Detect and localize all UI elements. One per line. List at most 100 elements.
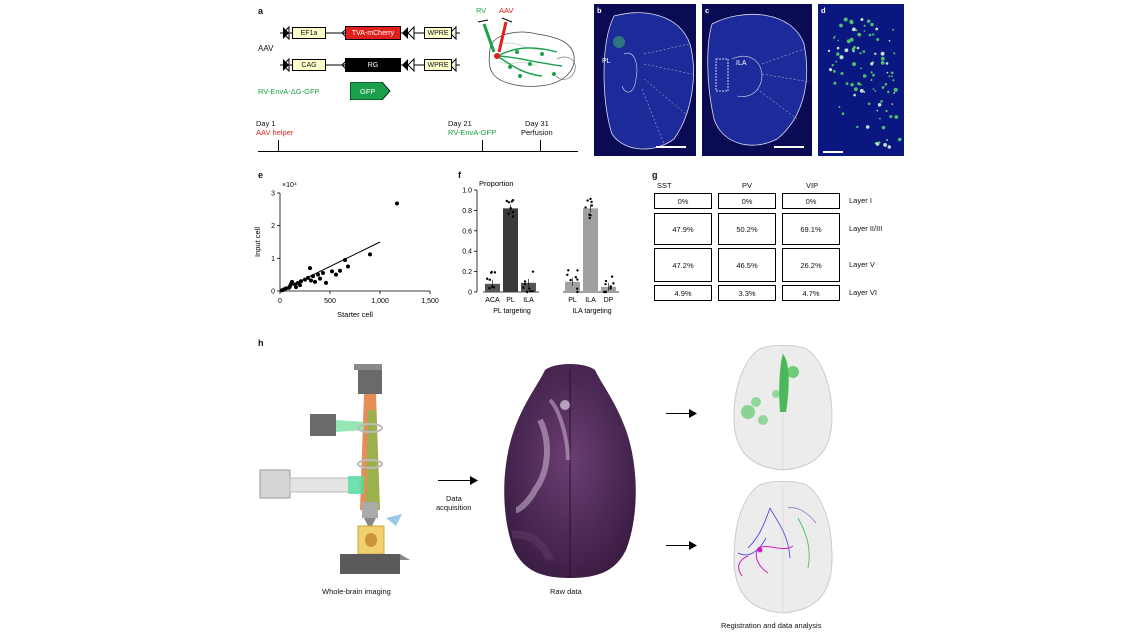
y-tick-label: 0.6 [462, 228, 472, 235]
labelled-cell-dot [839, 23, 843, 28]
labelled-cell-dot [853, 93, 856, 97]
labelled-cell-dot [885, 62, 889, 65]
scatter-point [395, 201, 399, 206]
labelled-cell-dot [833, 70, 836, 73]
sample-dot [567, 269, 570, 272]
sample-dot [492, 286, 496, 289]
labelled-cell-dot [859, 52, 862, 55]
scatter-point [298, 283, 302, 288]
labelled-cell-dot [856, 125, 859, 129]
scatter-point [284, 286, 288, 291]
labelled-cell-dot [891, 103, 894, 105]
panel-b-region: PL [602, 58, 611, 65]
labelled-cell-dot [849, 37, 854, 42]
labelled-cell-dot [877, 103, 882, 107]
sample-dot [493, 271, 497, 274]
labelled-cell-dot [854, 87, 858, 92]
x-tick-label: 1,000 [371, 298, 389, 305]
y-axis-label: Input cell [253, 227, 262, 257]
sample-dot [586, 199, 589, 202]
y-tick-label: 0.4 [462, 249, 472, 256]
labelled-cell-dot [892, 28, 895, 31]
panel-e-label: e [258, 170, 264, 180]
labelled-cell-dot [892, 79, 895, 82]
labelled-cell-dot [870, 79, 873, 81]
x-tick-label: 0 [278, 298, 282, 305]
x-tick-label: 500 [324, 298, 336, 305]
labelled-cell-dot [860, 18, 864, 21]
panel-a-label: a [258, 6, 264, 16]
labelled-cell-dot [881, 125, 886, 130]
labelled-cell-dot [852, 27, 856, 32]
x-axis-label: Starter cell [337, 310, 373, 319]
labelled-cell-dot [859, 89, 864, 93]
sample-dot [566, 273, 569, 277]
labelled-cell-dot [886, 138, 889, 142]
sample-dot [507, 201, 511, 204]
sample-dot [584, 206, 587, 209]
labelled-cell-dot [862, 74, 867, 78]
labelled-cell-dot [868, 33, 872, 37]
category-label: PL [506, 297, 515, 304]
scatter-point [346, 264, 350, 269]
labelled-cell-dot [890, 71, 894, 75]
rg-box: RG [345, 58, 401, 72]
labelled-cell-dot [839, 55, 844, 60]
sample-dot [531, 289, 534, 293]
labelled-cell-dot [852, 50, 855, 53]
scatter-point [321, 271, 325, 276]
labelled-cell-dot [891, 75, 893, 78]
sample-dot [590, 204, 594, 207]
labelled-cell-dot [833, 36, 835, 39]
panel-f-label: f [458, 170, 461, 180]
labelled-cell-dot [852, 62, 856, 67]
sample-dot [588, 216, 591, 220]
labelled-cell-dot [872, 88, 875, 91]
sample-dot [488, 278, 491, 282]
y-tick-label: 3 [271, 191, 275, 198]
labelled-cell-dot [881, 86, 885, 89]
labelled-cell-dot [883, 143, 887, 147]
sample-dot [510, 200, 514, 203]
bar-chart-f: 0 0.2 0.4 0.6 0.8 1.0 Proportion ACA PL ILA PL tar… [462, 179, 619, 315]
sample-dot [588, 213, 591, 216]
timeline-tick-1 [278, 140, 279, 151]
promoter-cag-box: CAG [292, 59, 326, 71]
table-cell: 4.9% [654, 285, 712, 301]
layer-label: Layer II/III [849, 224, 883, 233]
sample-dot [531, 270, 535, 273]
sample-dot [511, 215, 515, 218]
y-tick-label: 0.2 [462, 269, 472, 276]
tva-mcherry-box: TVA-mCherry [345, 26, 401, 40]
y-tick-label: 1 [271, 256, 275, 263]
layer-label: Layer VI [849, 288, 877, 297]
sample-dot [576, 287, 579, 290]
timeline-day-1: Day 1 [256, 119, 276, 128]
labelled-cell-dot [846, 39, 851, 44]
panel-b-label: b [597, 6, 602, 15]
sample-dot [609, 285, 612, 288]
labelled-cell-dot [860, 67, 862, 70]
timeline-day-3: Day 31 [525, 119, 549, 128]
panel-g-label: g [652, 170, 658, 180]
sample-dot [610, 275, 614, 278]
sample-dot [604, 282, 607, 286]
sample-dot [528, 287, 531, 290]
labelled-cell-dot [876, 109, 879, 112]
labelled-cell-dot [836, 46, 840, 50]
acquisition-arrow [438, 480, 474, 481]
labelled-cell-dot [880, 51, 885, 56]
analysis-arrow-bottom-head [689, 541, 697, 550]
labelled-cell-dot [884, 83, 888, 86]
scatter-point [299, 279, 303, 284]
labelled-cell-dot [889, 115, 893, 119]
sample-dot [574, 276, 578, 279]
acquisition-label-2: acquisition [436, 503, 472, 512]
labelled-cell-dot [838, 106, 841, 108]
column-header: VIP [806, 181, 819, 190]
y-tick-label: 2 [271, 223, 275, 230]
category-label: ILA [585, 297, 596, 304]
labelled-cell-dot [885, 109, 888, 113]
timeline-tick-3 [540, 140, 541, 151]
gfp-label: GFP [360, 87, 376, 96]
